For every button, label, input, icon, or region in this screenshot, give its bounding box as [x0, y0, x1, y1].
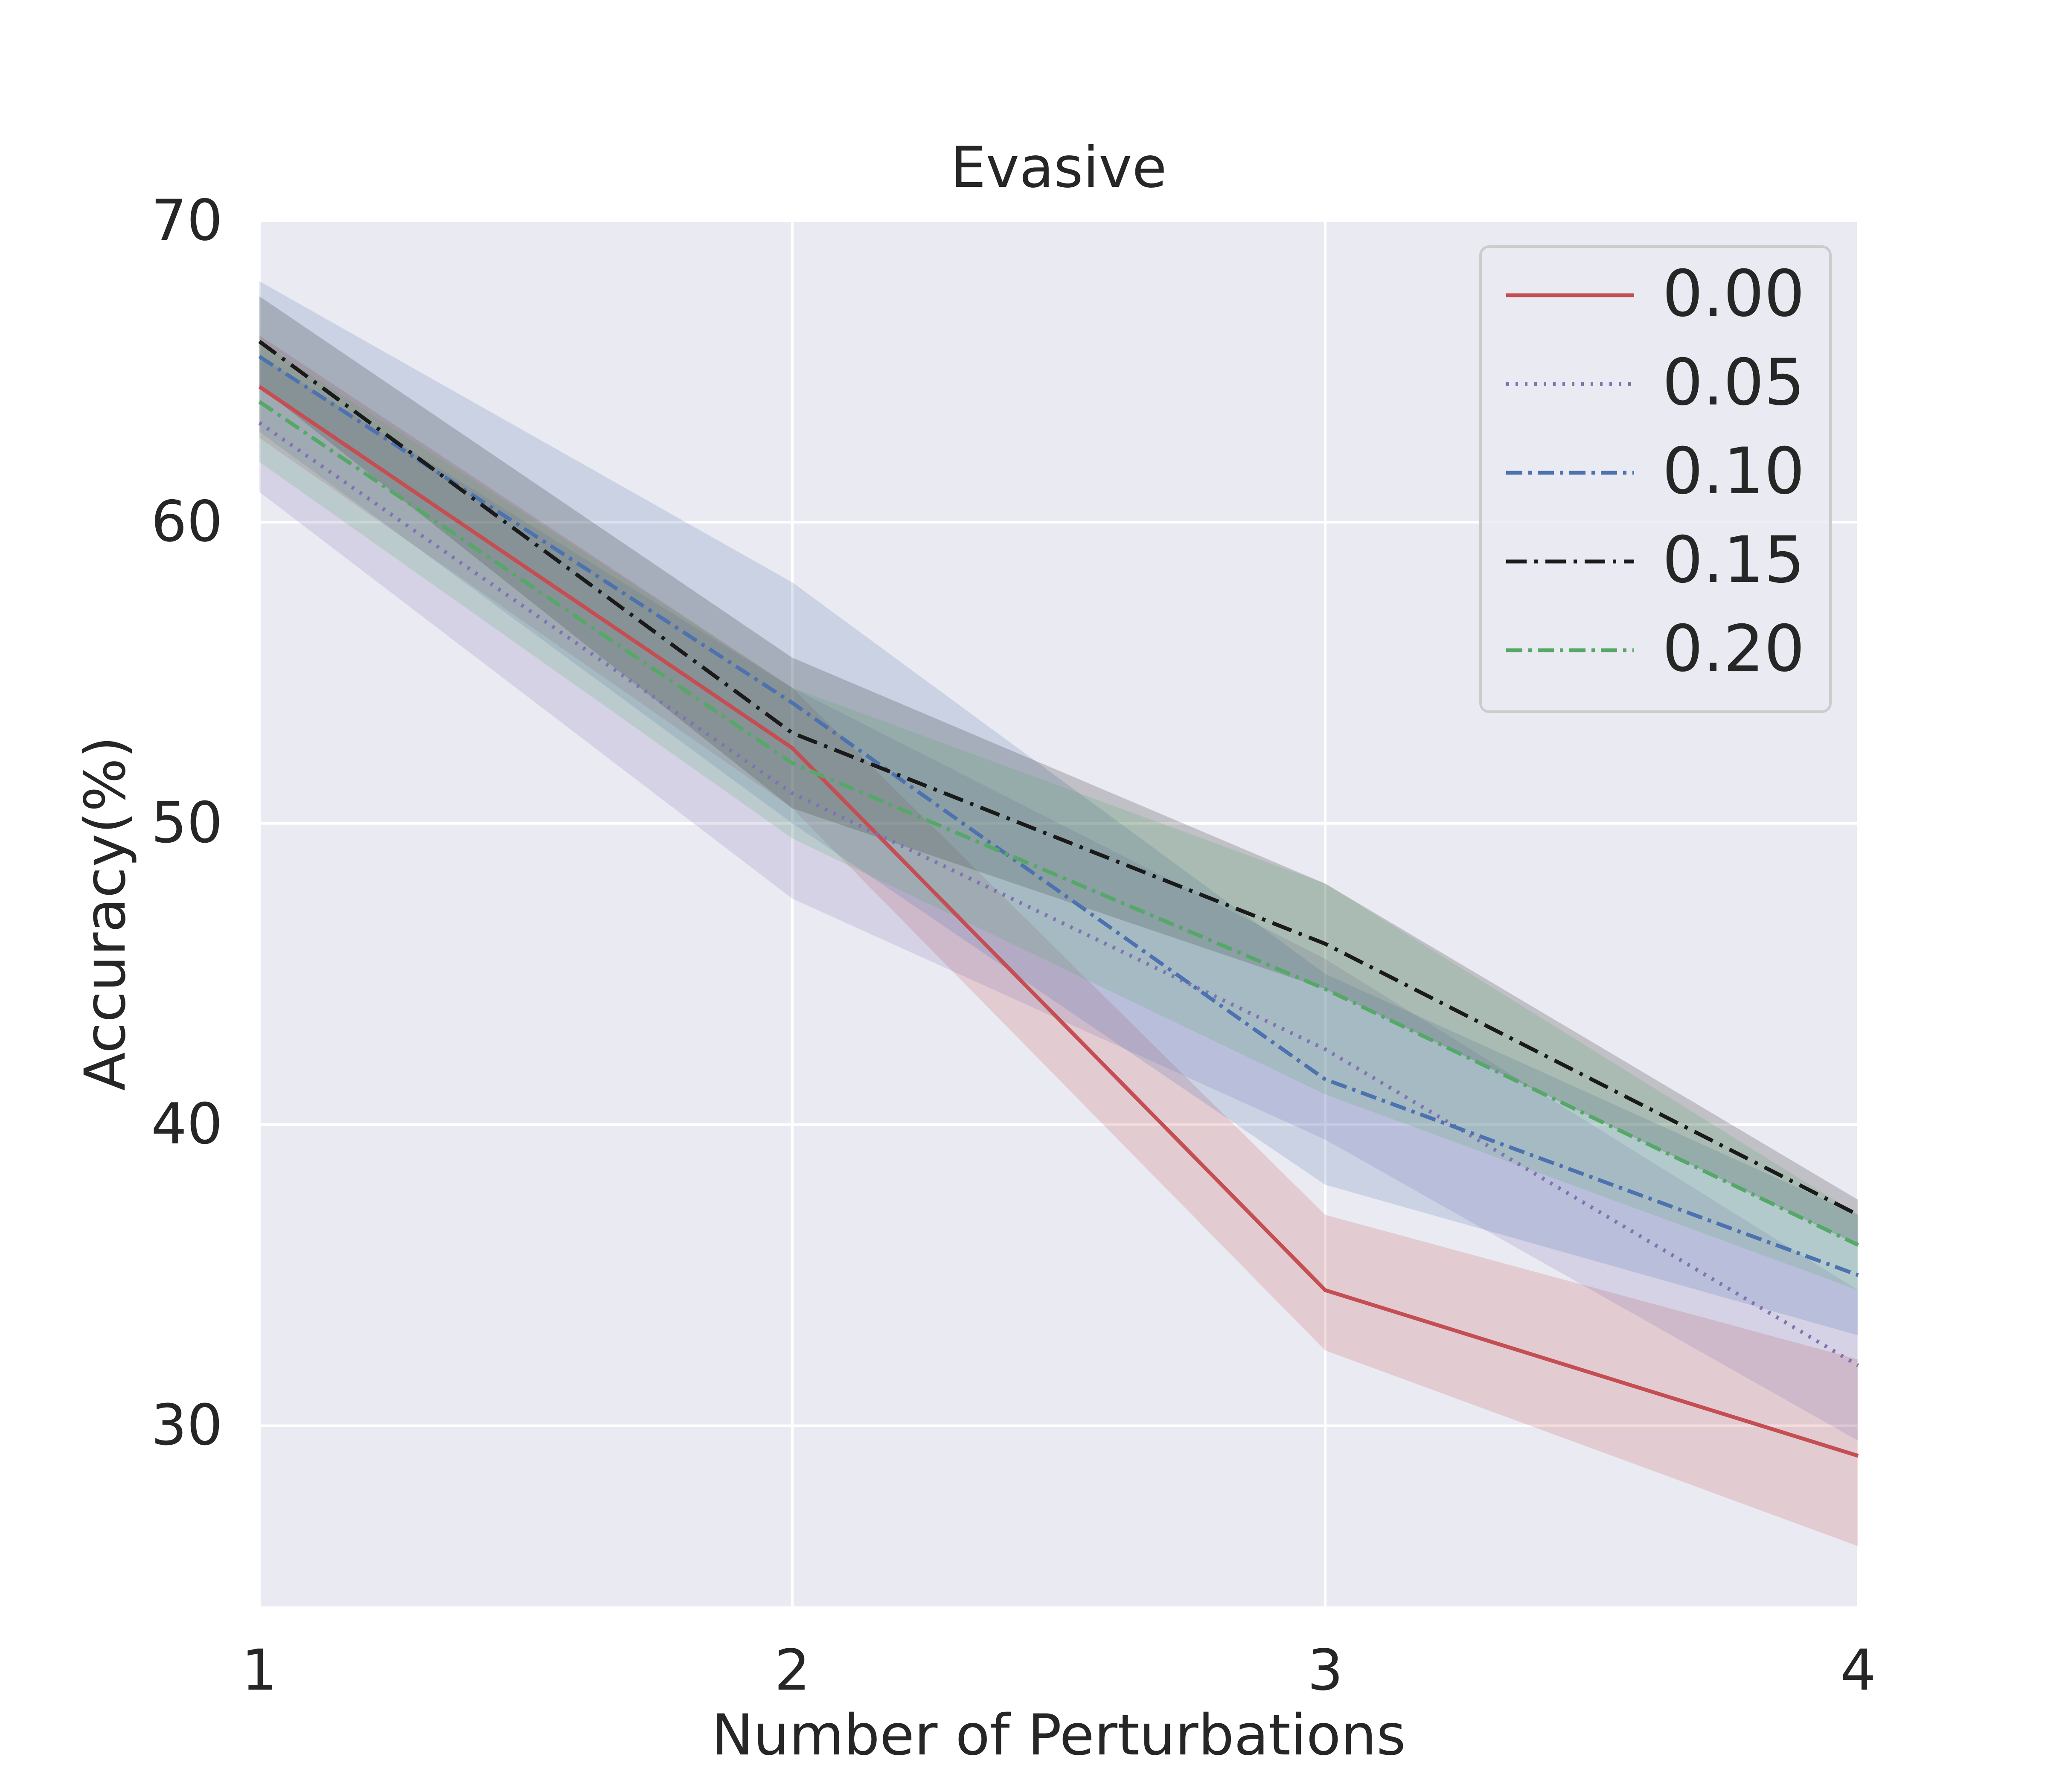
confidence-band-0.05: [259, 356, 1858, 1441]
series-line-0.10: [258, 355, 1859, 1277]
y-tick-label: 30: [151, 1392, 223, 1458]
confidence-band-0.00: [259, 335, 1858, 1546]
legend: 0.00 0.05 0.10 0.15 0.20: [1479, 245, 1832, 713]
x-tick-labels: 1 2 3 4: [241, 1638, 1876, 1703]
y-tick-labels: 30 40 50 60 70: [151, 188, 223, 1458]
y-tick-label: 70: [151, 188, 223, 253]
y-axis-label: Accuracy(%): [73, 736, 138, 1091]
x-axis-label: Number of Perturbations: [711, 1702, 1406, 1768]
series-line-0.20: [258, 400, 1859, 1247]
confidence-band-0.10: [259, 281, 1858, 1335]
chart-title: Evasive: [950, 135, 1167, 201]
legend-label-0.20: 0.20: [1662, 612, 1805, 686]
series-lines: [258, 340, 1859, 1458]
y-tick-label: 40: [151, 1091, 223, 1157]
legend-label-0.00: 0.00: [1662, 257, 1805, 331]
grid: [258, 220, 1859, 1606]
confidence-band-0.15: [259, 296, 1858, 1245]
legend-frame: [1479, 245, 1832, 713]
series-line-0.05: [258, 421, 1859, 1367]
x-tick-label: 2: [774, 1638, 810, 1703]
series-line-0.15: [258, 340, 1859, 1217]
legend-label-0.05: 0.05: [1662, 346, 1805, 420]
x-tick-label: 3: [1307, 1638, 1343, 1703]
x-tick-label: 4: [1840, 1638, 1876, 1703]
y-tick-label: 50: [151, 790, 223, 856]
y-tick-label: 60: [151, 489, 223, 555]
x-tick-label: 1: [241, 1638, 277, 1703]
legend-label-0.15: 0.15: [1662, 523, 1805, 597]
legend-label-0.10: 0.10: [1662, 434, 1805, 509]
series-line-0.00: [258, 385, 1859, 1458]
